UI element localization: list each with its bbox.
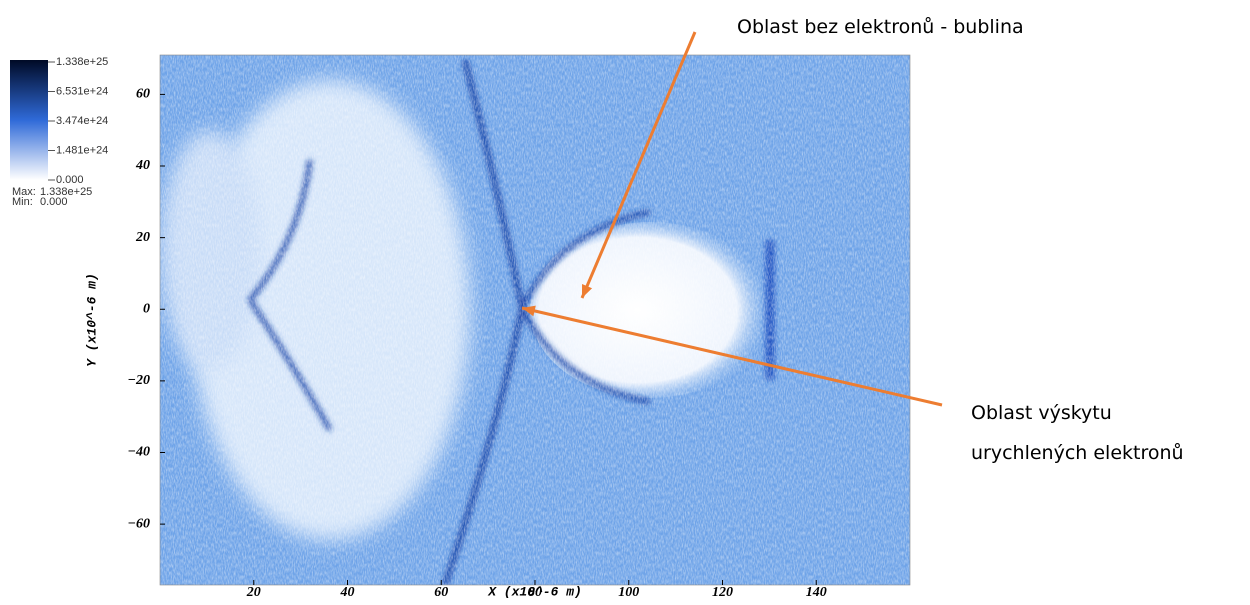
x-tick-label: 80	[528, 585, 542, 600]
colorbar-min: 0.000	[40, 196, 68, 208]
x-tick-label: 140	[806, 585, 827, 600]
x-tick-label: 60	[434, 585, 448, 600]
field-image	[160, 55, 910, 585]
chart: X (x10^-6 m) Y (x10^-6 m) Max: 1.338e+25…	[0, 0, 1250, 600]
annotation-line: Oblast výskytu	[971, 402, 1112, 424]
annotation-line: urychlených elektronů	[971, 442, 1184, 464]
x-tick-label: 100	[618, 585, 639, 600]
y-tick-label: 20	[135, 230, 150, 245]
y-tick-label: 0	[143, 301, 150, 316]
noise	[160, 55, 910, 585]
colorbar-tick-label: 3.474e+24	[56, 115, 108, 127]
x-tick-label: 120	[712, 585, 733, 600]
y-tick-label: −20	[128, 373, 150, 388]
colorbar-tick-label: 0.000	[56, 174, 84, 186]
annotation-line: Oblast bez elektronů - bublina	[737, 16, 1024, 38]
y-axis-label: Y (x10^-6 m)	[84, 273, 99, 367]
x-tick-label: 20	[246, 585, 261, 600]
y-tick-label: −40	[128, 445, 150, 460]
colorbar-tick-label: 6.531e+24	[56, 85, 108, 97]
y-tick-label: 40	[135, 158, 150, 173]
x-tick-label: 40	[340, 585, 355, 600]
colorbar-tick-label: 1.481e+24	[56, 144, 108, 156]
colorbar-tick-label: 1.338e+25	[56, 56, 108, 68]
annotation: Oblast bez elektronů - bublina	[737, 16, 1024, 38]
colorbar	[10, 60, 48, 180]
colorbar-min-label: Min:	[12, 196, 33, 208]
annotation: Oblast výskytu urychlených elektronů	[971, 402, 1184, 464]
y-tick-label: −60	[128, 516, 150, 531]
y-tick-label: 60	[136, 87, 150, 102]
